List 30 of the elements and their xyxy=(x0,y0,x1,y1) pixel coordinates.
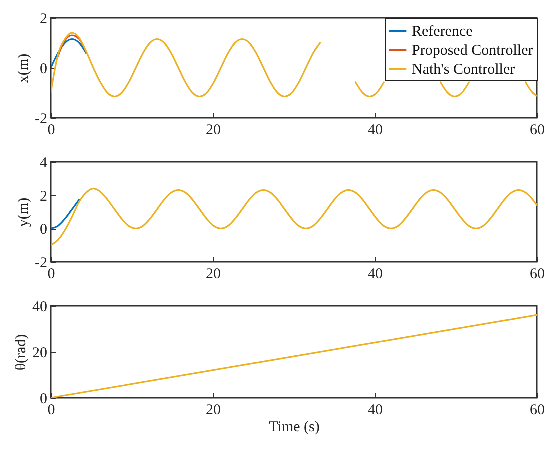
y-tick-label: 0 xyxy=(40,222,48,238)
y-axis-title: θ(rad) xyxy=(14,334,30,371)
x-tick-label: 60 xyxy=(530,122,545,138)
x-tick-label: 60 xyxy=(530,266,545,282)
y-tick-label: 40 xyxy=(32,300,48,316)
legend-label: Proposed Controller xyxy=(412,43,534,59)
y-tick-label: 4 xyxy=(40,156,48,172)
line-series xyxy=(51,199,80,230)
x-tick-label: 60 xyxy=(530,402,545,418)
x-tick-label: 20 xyxy=(206,122,221,138)
y-tick-label: 0 xyxy=(40,62,48,78)
y-axis-title: y(m) xyxy=(16,198,32,228)
y-tick-label: -2 xyxy=(35,112,48,128)
legend-label: Nath's Controller xyxy=(412,62,516,78)
x-axis-title: Time (s) xyxy=(269,420,320,436)
y-tick-label: -2 xyxy=(35,256,48,272)
y-tick-label: 2 xyxy=(40,12,48,28)
x-tick-label: 20 xyxy=(206,402,221,418)
x-tick-label: 40 xyxy=(368,122,383,138)
legend-label: Reference xyxy=(412,24,474,40)
y-tick-label: 20 xyxy=(32,346,48,362)
x-tick-label: 40 xyxy=(368,402,383,418)
y-tick-label: 0 xyxy=(40,392,48,408)
x-tick-label: 40 xyxy=(368,266,383,282)
line-series xyxy=(51,188,537,246)
y-axis-title: x(m) xyxy=(16,54,32,84)
x-tick-label: 20 xyxy=(206,266,221,282)
y-tick-label: 2 xyxy=(40,188,48,205)
line-series xyxy=(57,34,88,58)
line-series xyxy=(51,38,88,69)
